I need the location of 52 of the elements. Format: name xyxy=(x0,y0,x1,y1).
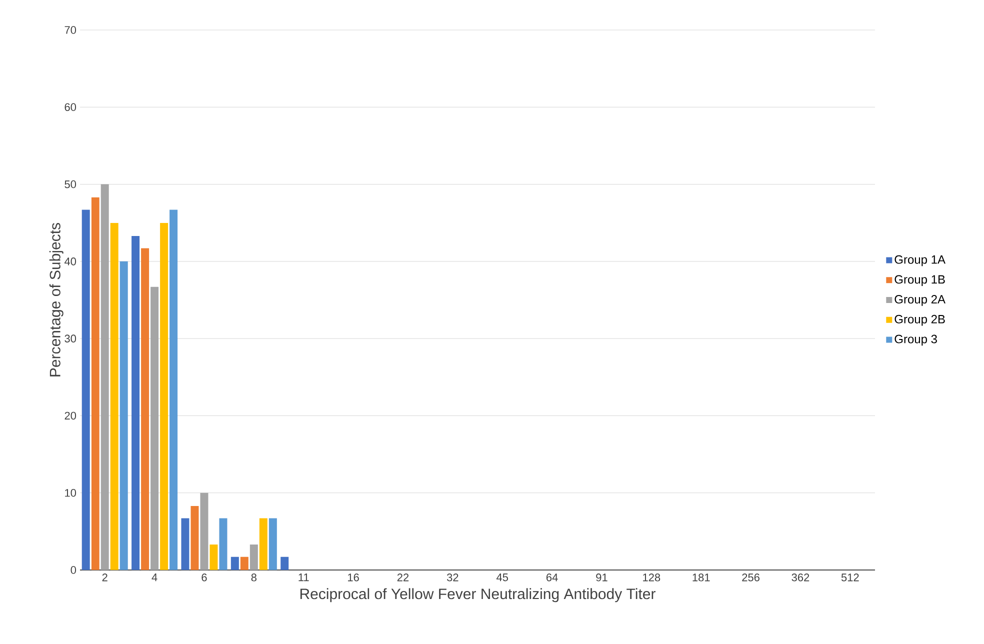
bar xyxy=(110,222,118,570)
bar xyxy=(181,518,190,570)
bar xyxy=(210,544,218,570)
x-tick-label: 91 xyxy=(596,574,608,582)
x-tick-label: 2 xyxy=(102,574,108,582)
x-tick-label: 256 xyxy=(742,574,760,582)
x-tick-label: 22 xyxy=(397,574,409,582)
y-tick-label: 30 xyxy=(64,334,76,342)
x-axis-title: Reciprocal of Yellow Fever Neutralizing Antibody Titer xyxy=(300,588,656,602)
y-axis-title: Percentage of Subjects xyxy=(49,223,64,376)
x-tick-label: 181 xyxy=(692,574,710,582)
x-tick-label: 8 xyxy=(251,574,256,582)
x-tick-label: 6 xyxy=(202,574,207,582)
bar xyxy=(82,210,90,570)
x-tick-label: 16 xyxy=(348,574,359,582)
x-tick-label: 32 xyxy=(446,574,458,582)
x-tick-label: 362 xyxy=(792,574,810,582)
legend-label: Group 1B xyxy=(894,275,945,286)
bar xyxy=(132,236,140,570)
bar xyxy=(160,222,168,570)
bar xyxy=(240,556,248,570)
y-tick-label: 20 xyxy=(64,412,76,420)
bar xyxy=(230,556,239,570)
x-tick-label: 512 xyxy=(841,574,859,582)
y-tick-label: 0 xyxy=(70,566,76,574)
y-tick-label: 50 xyxy=(64,180,76,188)
legend-label: Group 1A xyxy=(894,255,946,266)
x-tick-label: 64 xyxy=(546,574,558,582)
bar xyxy=(280,556,289,570)
bar xyxy=(150,286,159,570)
legend-label: Group 3 xyxy=(894,334,937,346)
x-tick-label: 45 xyxy=(496,574,508,582)
bar xyxy=(141,248,150,570)
bar xyxy=(190,506,199,570)
legend-label: Group 2A xyxy=(894,295,946,306)
x-tick-label: 11 xyxy=(298,574,309,582)
y-tick-label: 10 xyxy=(65,488,76,497)
y-tick-label: 70 xyxy=(64,26,76,34)
y-tick-label: 60 xyxy=(64,103,76,112)
bar xyxy=(250,544,258,570)
x-tick-label: 4 xyxy=(152,574,158,582)
bar xyxy=(170,210,178,570)
bar xyxy=(268,518,277,570)
y-tick-label: 40 xyxy=(64,258,76,266)
bar xyxy=(200,492,208,570)
x-tick-label: 128 xyxy=(643,574,660,582)
bar xyxy=(100,184,109,570)
legend-label: Group 2B xyxy=(894,314,945,326)
bar xyxy=(91,197,100,570)
bar xyxy=(259,518,268,570)
bar xyxy=(120,261,128,570)
bar xyxy=(219,518,228,570)
